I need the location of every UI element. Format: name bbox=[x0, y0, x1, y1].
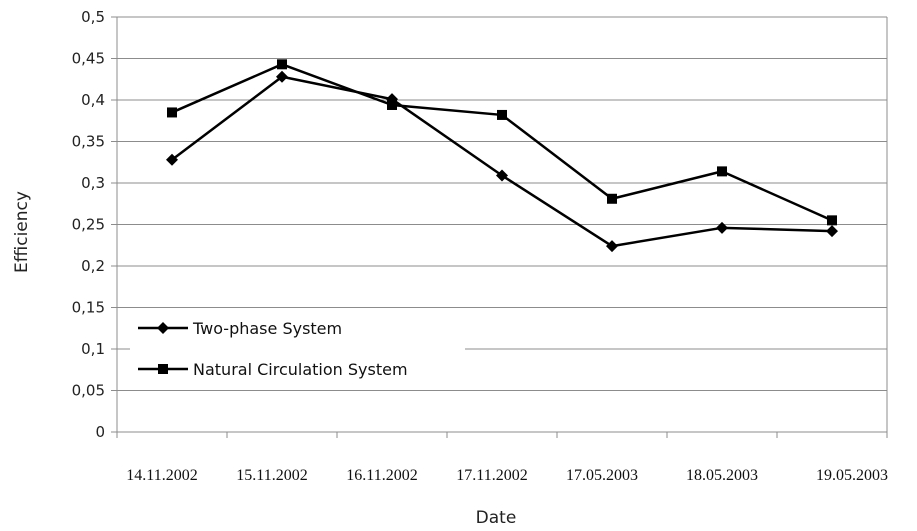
x-tick-label: 16.11.2002 bbox=[346, 467, 417, 484]
square-marker bbox=[607, 193, 617, 204]
y-tick-label: 0,3 bbox=[81, 174, 105, 192]
x-tick-label: 17.05.2003 bbox=[566, 467, 638, 484]
legend-background bbox=[130, 312, 465, 384]
square-marker bbox=[497, 109, 507, 120]
square-marker bbox=[387, 99, 397, 110]
y-tick-label: 0,4 bbox=[81, 91, 105, 109]
x-axis-label: Date bbox=[476, 508, 517, 528]
y-tick-label: 0,05 bbox=[72, 382, 105, 400]
x-tick-label: 14.11.2002 bbox=[126, 467, 197, 484]
diamond-marker bbox=[157, 322, 169, 334]
series-line bbox=[171, 75, 833, 248]
y-tick-label: 0,5 bbox=[81, 8, 105, 26]
y-axis-label: Efficiency bbox=[12, 191, 32, 273]
series-layer bbox=[166, 59, 838, 253]
x-tick-label: 15.11.2002 bbox=[236, 467, 307, 484]
legend-label: Two-phase System bbox=[192, 319, 342, 338]
y-tick-labels: 0 0,05 0,1 0,15 0,2 0,25 0,3 0,35 0,4 0,45 0,5 bbox=[72, 8, 105, 441]
y-tick-label: 0,35 bbox=[72, 133, 105, 151]
square-marker bbox=[827, 215, 837, 226]
diamond-marker bbox=[606, 240, 618, 253]
series-line bbox=[171, 63, 833, 222]
diamond-marker bbox=[276, 70, 288, 83]
axes bbox=[111, 16, 888, 438]
legend: Two-phase System Natural Circulation Syst… bbox=[130, 312, 465, 384]
square-marker bbox=[717, 166, 727, 177]
y-tick-label: 0,2 bbox=[81, 257, 105, 275]
y-tick-label: 0,1 bbox=[81, 340, 105, 358]
y-tick-label: 0,25 bbox=[72, 216, 105, 234]
x-tick-label: 19.05.2003 bbox=[816, 467, 888, 484]
y-tick-label: 0,45 bbox=[72, 50, 105, 68]
y-tick-label: 0,15 bbox=[72, 299, 105, 317]
square-marker bbox=[158, 364, 168, 374]
square-marker bbox=[167, 107, 177, 118]
square-marker bbox=[277, 59, 287, 70]
legend-label: Natural Circulation System bbox=[193, 360, 408, 379]
diamond-marker bbox=[826, 225, 838, 238]
x-tick-label: 18.05.2003 bbox=[686, 467, 758, 484]
x-tick-label: 17.11.2002 bbox=[456, 467, 527, 484]
series-natural-circulation-system bbox=[167, 59, 837, 226]
diamond-marker bbox=[496, 169, 508, 182]
y-tick-label: 0 bbox=[95, 423, 105, 441]
diamond-marker bbox=[166, 153, 178, 166]
diamond-marker bbox=[716, 221, 728, 234]
x-tick-labels: 14.11.2002 15.11.2002 16.11.2002 17.11.2002… bbox=[126, 467, 888, 484]
